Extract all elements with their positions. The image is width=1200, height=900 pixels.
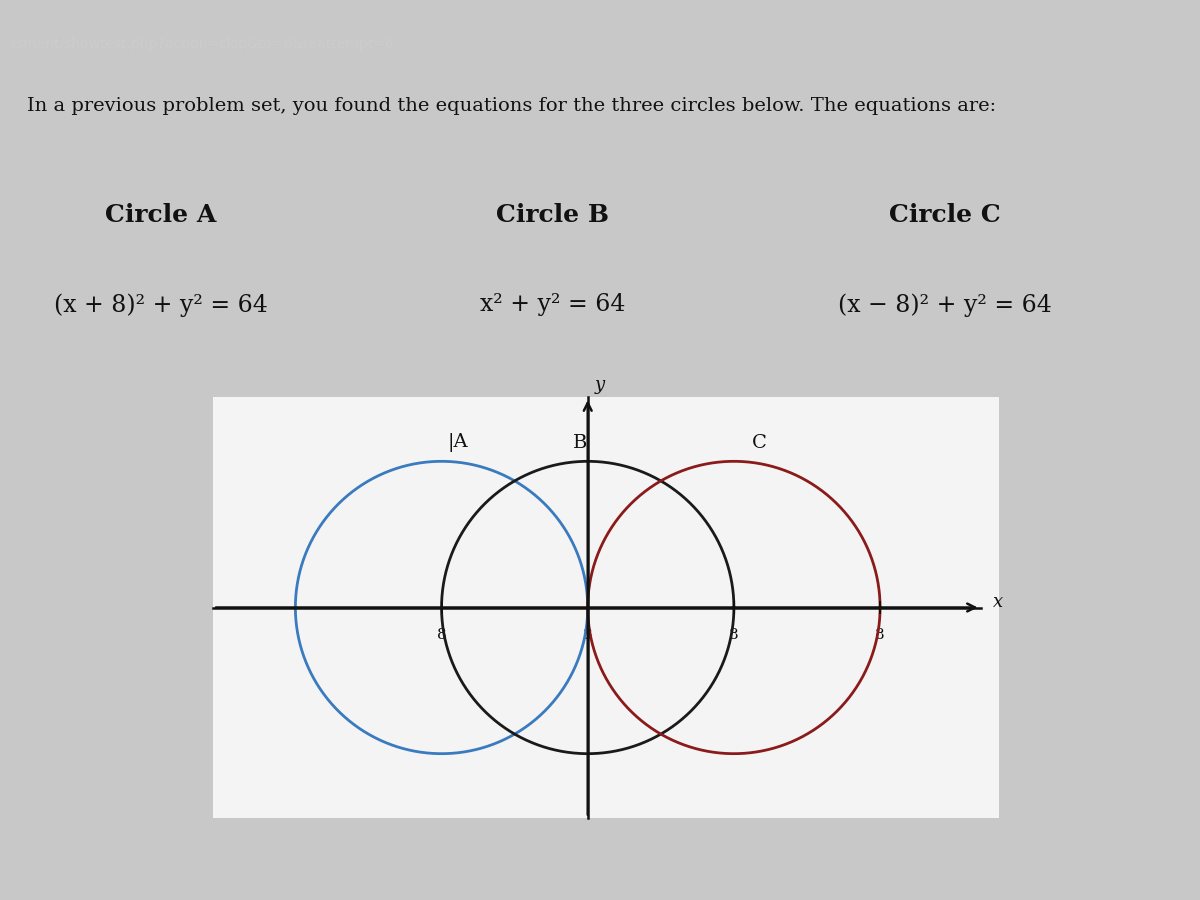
Text: (x − 8)² + y² = 64: (x − 8)² + y² = 64 — [838, 293, 1051, 317]
Text: x: x — [994, 593, 1003, 611]
Text: x² + y² = 64: x² + y² = 64 — [480, 293, 625, 316]
Text: 8: 8 — [437, 627, 446, 642]
Text: (x + 8)² + y² = 64: (x + 8)² + y² = 64 — [54, 293, 268, 317]
Text: B: B — [574, 434, 588, 452]
Text: Circle B: Circle B — [496, 203, 608, 227]
Text: 8: 8 — [583, 627, 593, 642]
Text: |A: |A — [448, 433, 468, 452]
Text: 8: 8 — [875, 627, 884, 642]
Text: C: C — [752, 434, 767, 452]
Text: ssment/showtest.php?action=skip&to=6&reattempt=6: ssment/showtest.php?action=skip&to=6&rea… — [10, 37, 395, 51]
Text: 8: 8 — [730, 627, 739, 642]
Text: In a previous problem set, you found the equations for the three circles below. : In a previous problem set, you found the… — [28, 96, 996, 114]
Text: Circle A: Circle A — [104, 203, 216, 227]
Text: Circle C: Circle C — [889, 203, 1001, 227]
Text: y: y — [595, 375, 605, 393]
FancyBboxPatch shape — [214, 398, 998, 817]
